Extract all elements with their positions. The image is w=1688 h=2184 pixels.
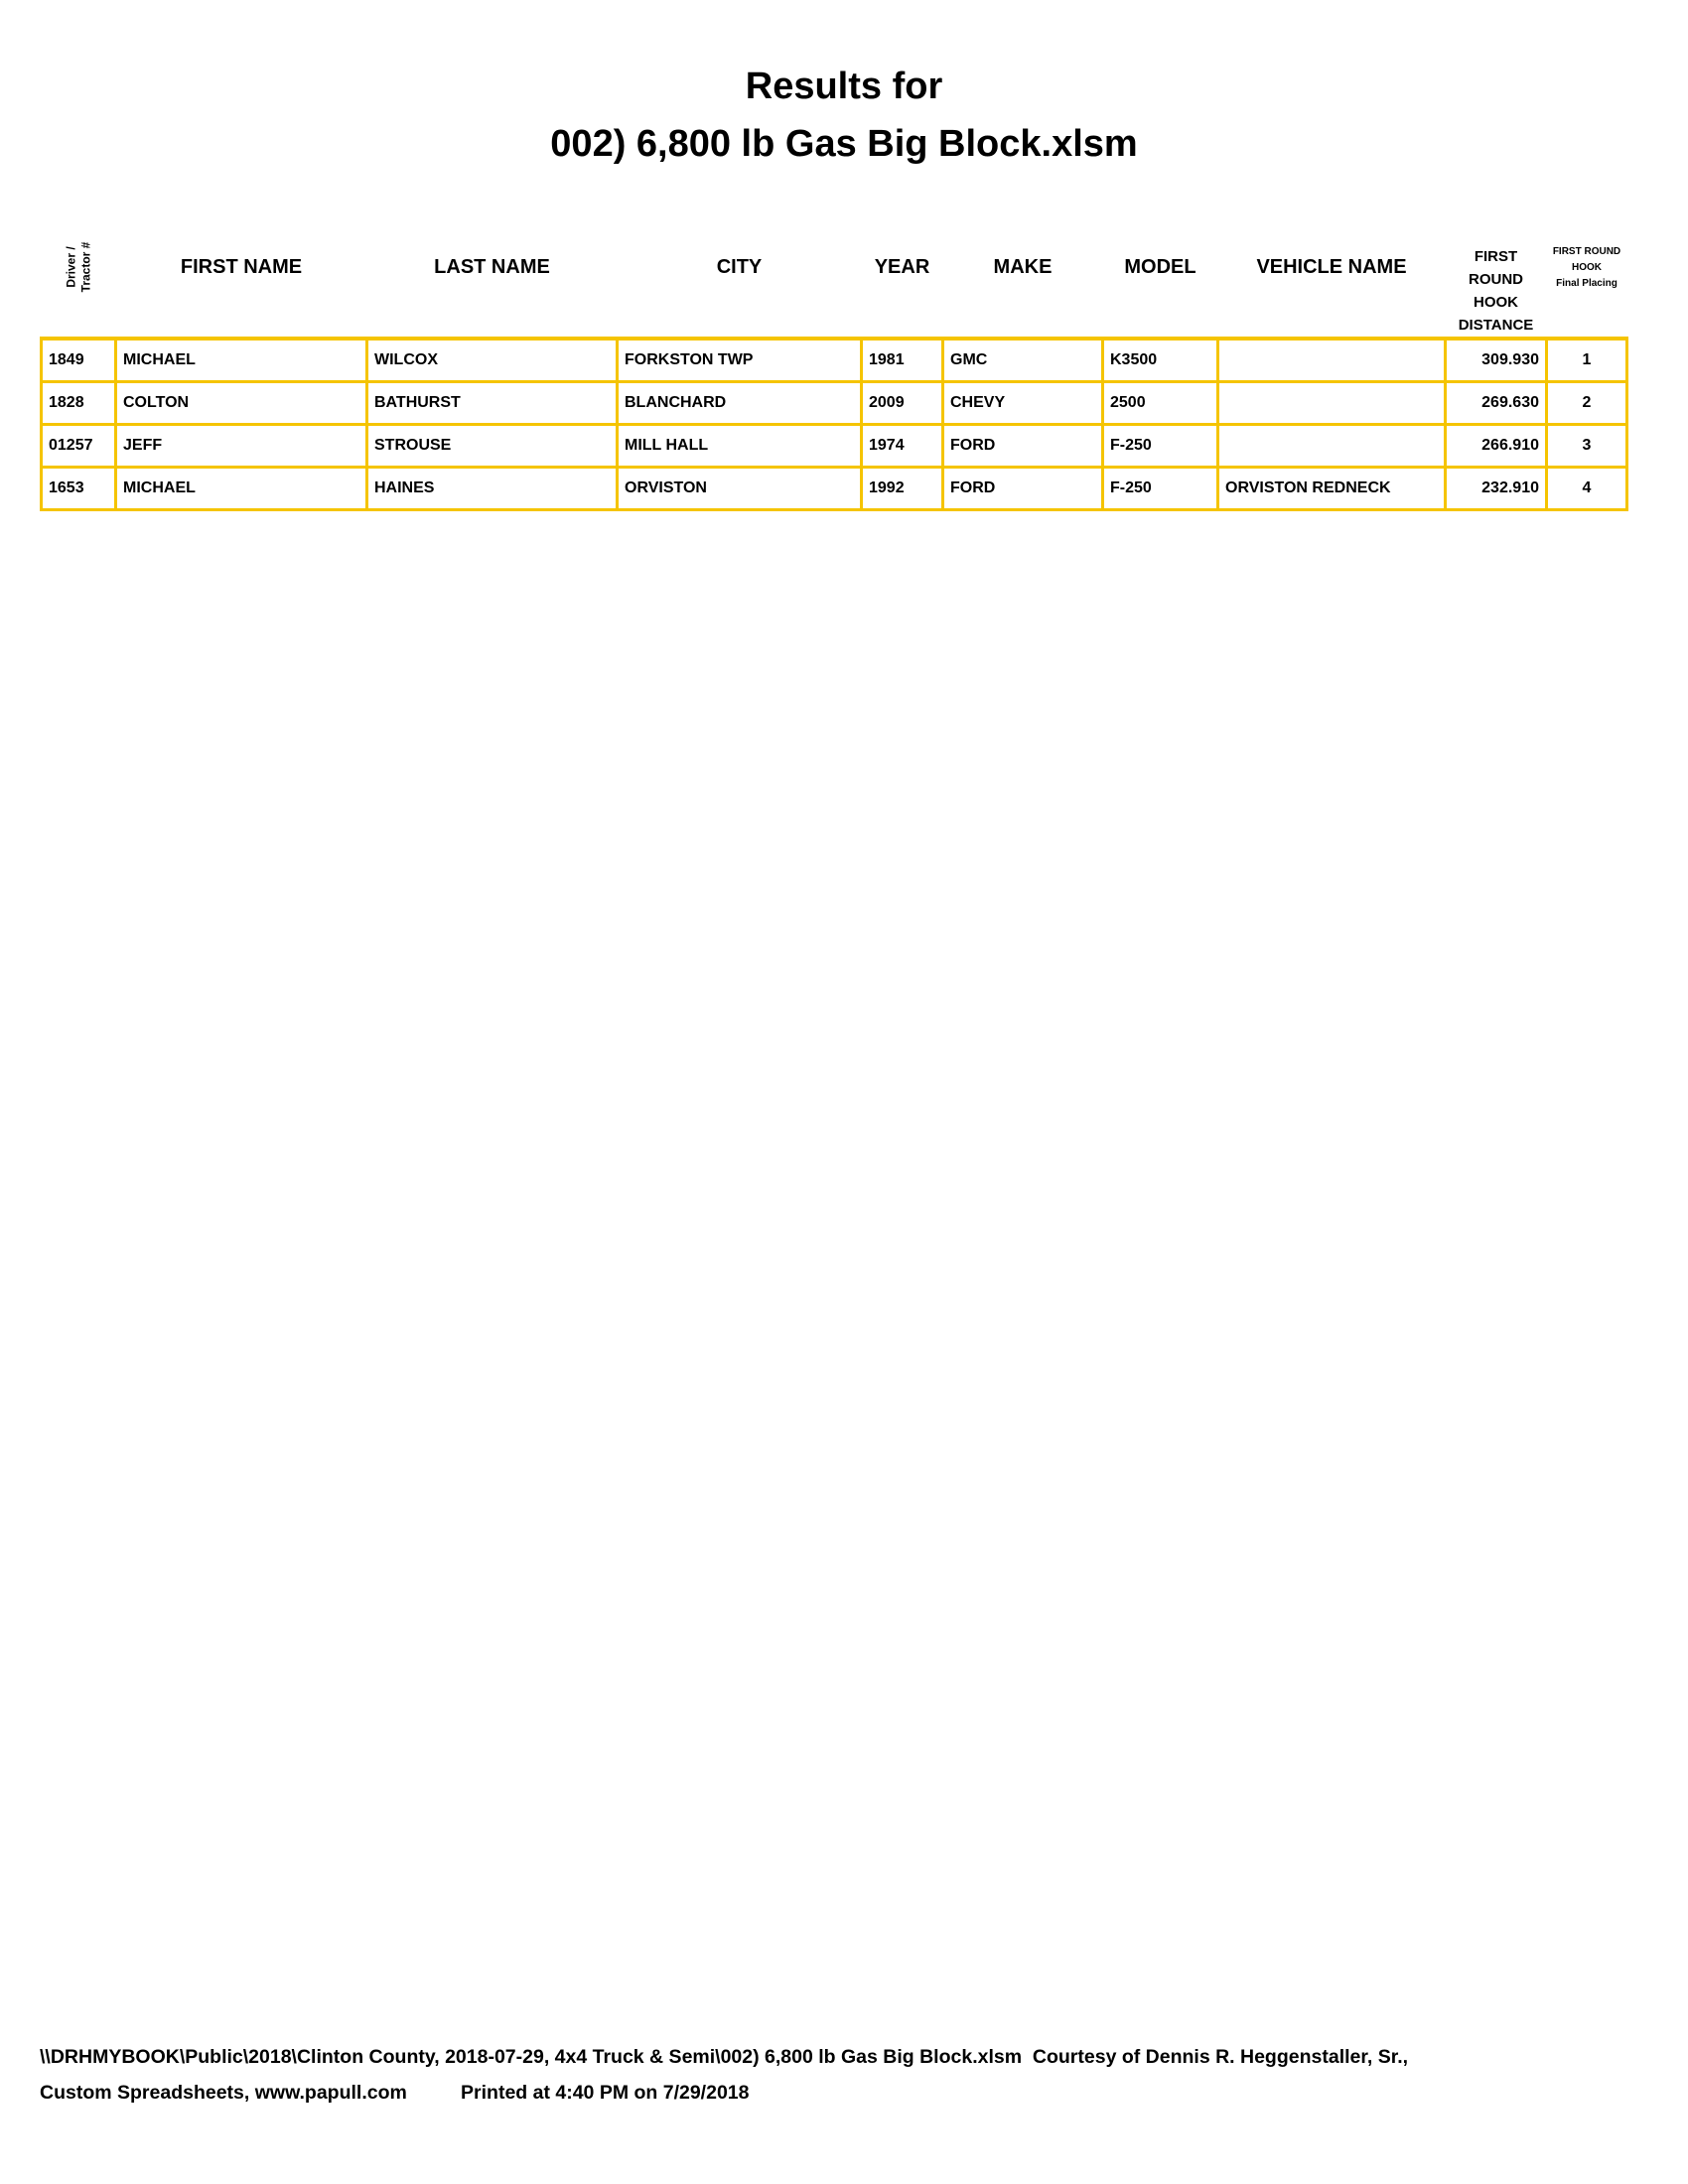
cell-year: 1974 — [860, 423, 944, 469]
header-last-name: LAST NAME — [434, 256, 550, 278]
cell-make: FORD — [941, 423, 1104, 469]
cell-city: MILL HALL — [616, 423, 863, 469]
cell-placing: 2 — [1545, 380, 1628, 426]
cell-city: FORKSTON TWP — [616, 337, 863, 383]
cell-make: FORD — [941, 466, 1104, 511]
cell-placing: 3 — [1545, 423, 1628, 469]
cell-distance: 269.630 — [1444, 380, 1548, 426]
header-vehicle-name: VEHICLE NAME — [1256, 256, 1407, 278]
table-row: 1828 COLTON BATHURST BLANCHARD 2009 CHEVY 2500… — [40, 380, 1628, 426]
cell-year: 1981 — [860, 337, 944, 383]
cell-number: 1828 — [40, 380, 117, 426]
cell-first-name: MICHAEL — [114, 337, 368, 383]
header-make: MAKE — [993, 256, 1053, 278]
cell-vehicle-name — [1216, 423, 1447, 469]
header-model: MODEL — [1124, 256, 1196, 278]
cell-vehicle-name — [1216, 380, 1447, 426]
cell-vehicle-name: ORVISTON REDNECK — [1216, 466, 1447, 511]
header-driver: Driver / Tractor # — [63, 241, 92, 292]
cell-distance: 266.910 — [1444, 423, 1548, 469]
header-city: CITY — [716, 256, 763, 278]
cell-first-name: COLTON — [114, 380, 368, 426]
cell-last-name: BATHURST — [365, 380, 619, 426]
cell-distance: 309.930 — [1444, 337, 1548, 383]
header-first-name: FIRST NAME — [180, 256, 303, 278]
cell-number: 1653 — [40, 466, 117, 511]
header-year: YEAR — [874, 256, 930, 278]
cell-make: CHEVY — [941, 380, 1104, 426]
cell-year: 2009 — [860, 380, 944, 426]
footer-credit: Custom Spreadsheets, www.papull.com Prin… — [40, 2082, 750, 2104]
footer-path: \\DRHMYBOOK\Public\2018\Clinton County, … — [40, 2046, 1409, 2068]
page-subtitle: 002) 6,800 lb Gas Big Block.xlsm — [550, 123, 1138, 165]
cell-first-name: JEFF — [114, 423, 368, 469]
cell-last-name: STROUSE — [365, 423, 619, 469]
table-row: 1849 MICHAEL WILCOX FORKSTON TWP 1981 GMC K350… — [40, 337, 1628, 383]
cell-last-name: WILCOX — [365, 337, 619, 383]
cell-placing: 4 — [1545, 466, 1628, 511]
cell-model: K3500 — [1101, 337, 1219, 383]
cell-year: 1992 — [860, 466, 944, 511]
cell-model: F-250 — [1101, 466, 1219, 511]
header-distance: FIRST ROUND HOOK DISTANCE — [1458, 248, 1534, 334]
results-table: Driver / Tractor # FIRST NAME LAST NAME C… — [40, 199, 1628, 511]
cell-first-name: MICHAEL — [114, 466, 368, 511]
cell-last-name: HAINES — [365, 466, 619, 511]
cell-city: BLANCHARD — [616, 380, 863, 426]
cell-placing: 1 — [1545, 337, 1628, 383]
table-row: 01257 JEFF STROUSE MILL HALL 1974 FORD F-250 26… — [40, 423, 1628, 469]
cell-distance: 232.910 — [1444, 466, 1548, 511]
cell-model: 2500 — [1101, 380, 1219, 426]
header-row: Driver / Tractor # FIRST NAME LAST NAME C… — [42, 199, 1627, 339]
page-title: Results for — [745, 66, 943, 107]
cell-vehicle-name — [1216, 337, 1447, 383]
cell-model: F-250 — [1101, 423, 1219, 469]
cell-make: GMC — [941, 337, 1104, 383]
cell-number: 01257 — [40, 423, 117, 469]
cell-city: ORVISTON — [616, 466, 863, 511]
cell-number: 1849 — [40, 337, 117, 383]
header-placing: FIRST ROUND HOOK Final Placing — [1552, 245, 1621, 289]
table-row: 1653 MICHAEL HAINES ORVISTON 1992 FORD F-250 OR… — [40, 466, 1628, 511]
